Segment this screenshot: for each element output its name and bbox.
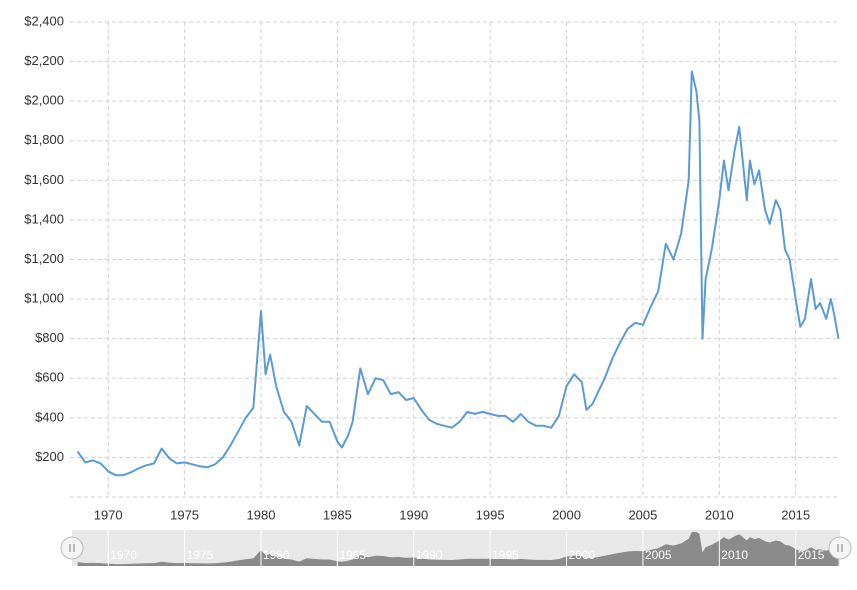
- y-tick-label: $1,000: [24, 291, 64, 306]
- y-tick-label: $2,200: [24, 53, 64, 68]
- y-tick-label: $1,600: [24, 172, 64, 187]
- navigator-handle[interactable]: [828, 536, 852, 560]
- y-tick-label: $200: [35, 449, 64, 464]
- x-tick-label: 2005: [628, 507, 657, 522]
- navigator-area: [77, 532, 839, 566]
- navigator-label: 2015: [798, 548, 825, 562]
- navigator-label: 1995: [492, 548, 519, 562]
- y-tick-label: $1,800: [24, 132, 64, 147]
- y-tick-label: $2,000: [24, 93, 64, 108]
- navigator-label: 1975: [187, 548, 214, 562]
- x-tick-label: 2000: [552, 507, 581, 522]
- navigator-label: 1970: [110, 548, 137, 562]
- navigator-label: 2005: [645, 548, 672, 562]
- y-tick-label: $400: [35, 409, 64, 424]
- price-line: [76, 70, 840, 477]
- x-tick-label: 1985: [323, 507, 352, 522]
- x-tick-label: 1970: [94, 507, 123, 522]
- x-tick-label: 1995: [476, 507, 505, 522]
- x-tick-label: 1975: [170, 507, 199, 522]
- navigator: 1970 1975 1980 1985 1990 1995 2000 2005 2010 2015: [77, 530, 839, 566]
- y-tick-label: $600: [35, 370, 64, 385]
- navigator-label: 1985: [339, 548, 366, 562]
- y-tick-label: $1,400: [24, 211, 64, 226]
- navigator-handle[interactable]: [60, 536, 84, 560]
- y-tick-label: $800: [35, 330, 64, 345]
- x-tick-label: 1980: [247, 507, 276, 522]
- navigator-label: 2010: [721, 548, 748, 562]
- navigator-label: 1990: [416, 548, 443, 562]
- navigator-label: 2000: [569, 548, 596, 562]
- y-tick-label: $1,200: [24, 251, 64, 266]
- navigator-label: 1980: [263, 548, 290, 562]
- x-tick-label: 2010: [705, 507, 734, 522]
- x-tick-label: 1990: [399, 507, 428, 522]
- handle-circle: [60, 536, 84, 560]
- handle-circle: [828, 536, 852, 560]
- y-tick-label: $2,400: [24, 13, 64, 28]
- x-tick-label: 2015: [781, 507, 810, 522]
